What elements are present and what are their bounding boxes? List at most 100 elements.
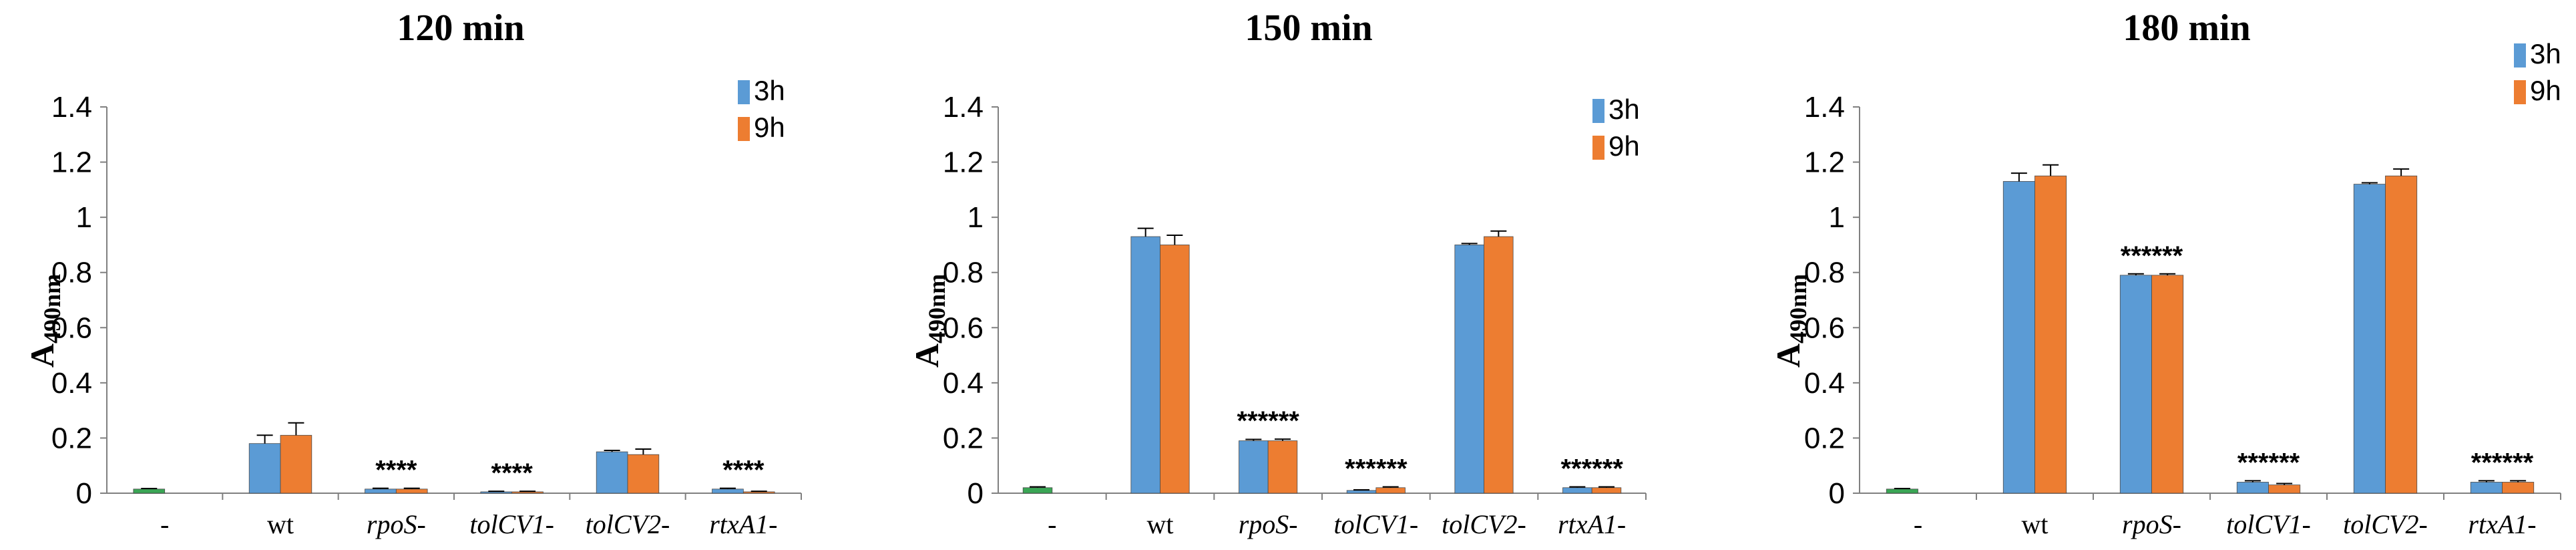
y-tick-label: 0.8 (943, 257, 984, 289)
bar-9h-2 (1267, 440, 1298, 494)
y-tick-label: 1.2 (1804, 146, 1845, 179)
panel-title: 150 min (1245, 7, 1372, 49)
x-tick-label: - (1048, 509, 1056, 539)
significance-label: ****** (2471, 448, 2534, 477)
y-axis-label-sub: 490nm (39, 274, 65, 343)
bar-3h-2 (1239, 440, 1269, 494)
y-tick-label: 1.2 (51, 146, 92, 179)
legend-label-9h: 9h (754, 112, 785, 143)
y-tick-label: 0.6 (51, 311, 92, 344)
bar-9h-2 (395, 489, 428, 494)
x-tick-label: tolCV1- (2226, 509, 2311, 539)
bar-9h-4 (1484, 236, 1514, 494)
bar-9h-2 (2151, 275, 2184, 494)
y-tick-label: 1.4 (943, 91, 984, 124)
legend-swatch-3h (2514, 43, 2526, 67)
bar-3h-2 (365, 489, 397, 494)
y-axis-label-sub: 490nm (923, 274, 950, 343)
y-axis-label-main: A (23, 343, 61, 368)
y-tick-label: 0.2 (51, 422, 92, 454)
y-axis-label: A490nm (23, 274, 65, 368)
bar-9h-1 (1160, 245, 1190, 494)
y-tick-label: 0.6 (1804, 311, 1845, 344)
y-tick-label: 0.8 (51, 257, 92, 289)
y-tick-label: 1.4 (1804, 91, 1845, 124)
x-tick-label: tolCV2- (586, 509, 670, 539)
y-tick-label: 1 (1829, 201, 1845, 234)
x-tick-label: rtxA1- (1558, 509, 1626, 539)
bar-3h-0 (1022, 487, 1053, 494)
y-axis-label: A490nm (908, 274, 950, 368)
bar-3h-3 (1346, 490, 1377, 494)
significance-label: ****** (1345, 454, 1408, 484)
panel-title: 120 min (397, 7, 524, 49)
bar-3h-0 (1886, 489, 1918, 494)
legend-swatch-3h (1592, 99, 1604, 123)
legend-swatch-9h (738, 117, 750, 141)
bar-3h-3 (2236, 482, 2269, 494)
significance-label: ****** (1237, 406, 1299, 436)
y-tick-label: 0 (968, 477, 984, 510)
bar-3h-5 (712, 489, 744, 494)
x-tick-label: wt (1147, 509, 1174, 539)
x-tick-label: tolCV2- (1442, 509, 1526, 539)
bar-9h-3 (511, 491, 544, 494)
bar-3h-4 (1454, 245, 1484, 494)
y-axis-label-main: A (908, 343, 945, 368)
y-tick-label: 0.4 (943, 367, 984, 400)
bar-3h-1 (248, 443, 281, 494)
chart-panel-2: 150 min A490nm 0 0.2 0.4 0.6 0.8 1 1.2 1.4 - wt rpoS… (908, 7, 1647, 539)
y-tick-label: 0.4 (1804, 367, 1845, 400)
x-tick-label: tolCV1- (469, 509, 554, 539)
x-tick-label: rtxA1- (709, 509, 777, 539)
chart-panel-1: 120 min A490nm 0 0.2 0.4 0.6 0.8 1 1.2 1.4 - wt rpoS… (23, 7, 802, 539)
bar-3h-4 (596, 451, 628, 494)
bar-9h-4 (2385, 175, 2418, 494)
significance-label: **** (375, 456, 417, 485)
bar-3h-3 (480, 491, 513, 494)
x-tick-label: tolCV1- (1333, 509, 1418, 539)
y-tick-label: 1 (968, 201, 984, 234)
significance-label: ****** (2237, 448, 2300, 477)
y-tick-label: 1.2 (943, 146, 984, 179)
bar-9h-3 (2268, 485, 2301, 494)
x-tick-label: - (1914, 509, 1922, 539)
y-tick-label: 0.4 (51, 367, 92, 400)
x-tick-label: - (160, 509, 169, 539)
bar-9h-4 (627, 454, 660, 494)
bar-3h-2 (2119, 275, 2152, 494)
x-tick-label: rpoS- (2122, 509, 2181, 539)
bar-9h-1 (2034, 175, 2067, 494)
x-tick-label: rtxA1- (2468, 509, 2536, 539)
significance-label: **** (491, 458, 533, 488)
y-tick-label: 0.2 (943, 422, 984, 454)
significance-label: ****** (2121, 241, 2183, 271)
x-tick-label: wt (2022, 509, 2049, 539)
bar-3h-5 (1562, 487, 1592, 494)
bar-9h-5 (2502, 482, 2535, 494)
x-tick-label: rpoS- (1239, 509, 1298, 539)
legend-label-9h: 9h (2530, 75, 2561, 106)
bar-9h-1 (280, 434, 312, 494)
y-axis-label-sub: 490nm (1785, 274, 1811, 343)
legend-label-9h: 9h (1608, 130, 1640, 162)
bar-9h-3 (1375, 487, 1406, 494)
y-axis-label-main: A (1769, 343, 1807, 368)
bar-3h-1 (2002, 181, 2035, 494)
y-tick-label: 0.6 (943, 311, 984, 344)
bar-3h-5 (2470, 482, 2503, 494)
y-tick-label: 0 (1829, 477, 1845, 510)
y-tick-label: 1 (76, 201, 92, 234)
y-tick-label: 0 (76, 477, 92, 510)
significance-label: ****** (1560, 454, 1623, 484)
x-tick-label: wt (267, 509, 294, 539)
bar-3h-1 (1130, 236, 1160, 494)
significance-label: **** (722, 456, 765, 485)
y-axis-label: A490nm (1769, 274, 1811, 368)
bar-9h-5 (1591, 487, 1622, 494)
legend-swatch-9h (2514, 80, 2526, 104)
x-tick-label: tolCV2- (2343, 509, 2428, 539)
legend-label-3h: 3h (2530, 38, 2561, 70)
legend-label-3h: 3h (754, 75, 785, 106)
